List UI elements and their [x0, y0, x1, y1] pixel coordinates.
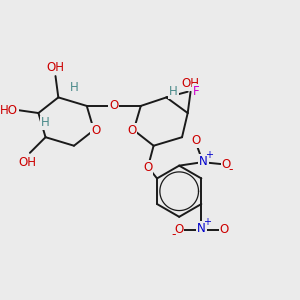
- Text: -: -: [229, 163, 233, 176]
- Text: H: H: [41, 116, 50, 130]
- Text: H: H: [70, 81, 78, 94]
- Text: +: +: [205, 150, 213, 160]
- Text: F: F: [193, 85, 200, 98]
- Text: OH: OH: [46, 61, 64, 74]
- Text: O: O: [220, 223, 229, 236]
- Text: HO: HO: [0, 104, 18, 117]
- Text: O: O: [109, 99, 119, 112]
- Text: O: O: [127, 124, 136, 136]
- Text: H: H: [169, 85, 178, 98]
- Text: O: O: [192, 134, 201, 147]
- Text: O: O: [221, 158, 231, 171]
- Text: N: N: [197, 222, 206, 235]
- Text: O: O: [174, 223, 183, 236]
- Text: OH: OH: [182, 77, 200, 90]
- Text: +: +: [203, 217, 211, 227]
- Text: -: -: [172, 228, 176, 241]
- Text: O: O: [143, 160, 152, 174]
- Text: OH: OH: [18, 156, 36, 169]
- Text: N: N: [199, 155, 208, 168]
- Text: O: O: [91, 124, 101, 136]
